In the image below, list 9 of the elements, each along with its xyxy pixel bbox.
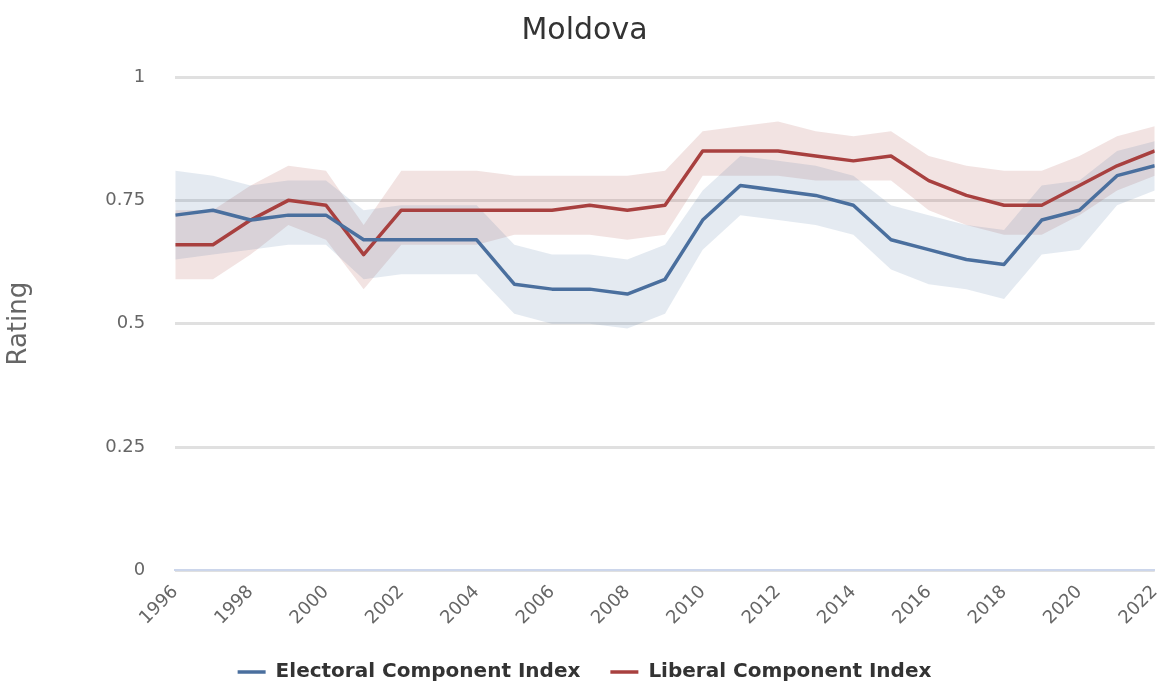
y-axis-title: Rating — [2, 281, 33, 366]
legend-label: Liberal Component Index — [648, 658, 932, 683]
y-tick-label: 0.5 — [116, 311, 146, 333]
y-tick-label: 0.25 — [105, 434, 146, 456]
chart-title: Moldova — [521, 10, 648, 46]
legend-label: Electoral Component Index — [275, 658, 581, 683]
y-tick-label: 1 — [133, 64, 146, 86]
y-tick-label: 0 — [133, 558, 146, 580]
y-tick-label: 0.75 — [105, 188, 146, 210]
